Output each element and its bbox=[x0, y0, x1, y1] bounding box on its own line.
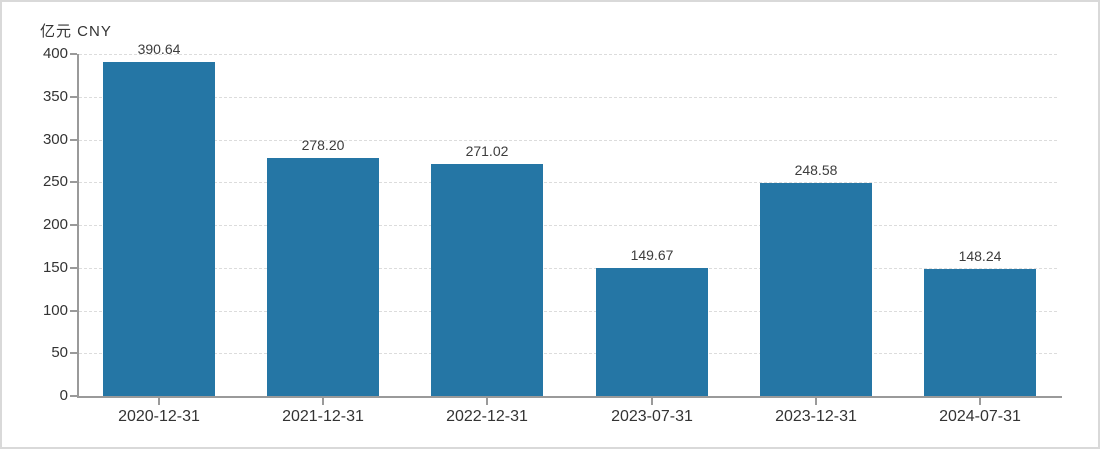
gridline bbox=[79, 310, 1057, 312]
bar-value-label: 149.67 bbox=[630, 247, 674, 264]
bar-value-label: 148.24 bbox=[958, 248, 1002, 265]
y-axis-tick-label: 300 bbox=[42, 130, 68, 148]
bar[interactable] bbox=[924, 269, 1036, 396]
x-axis-category-label: 2023-07-31 bbox=[611, 408, 693, 425]
bar[interactable] bbox=[103, 62, 215, 396]
y-axis-tick bbox=[70, 352, 77, 355]
y-axis-tick-label: 200 bbox=[42, 216, 68, 233]
y-axis-tick bbox=[70, 224, 77, 226]
gridline bbox=[79, 353, 1057, 355]
y-axis-tick-label: 100 bbox=[42, 301, 68, 319]
y-axis-tick-label: 400 bbox=[42, 45, 68, 62]
gridline bbox=[79, 139, 1057, 141]
y-axis-tick bbox=[70, 138, 77, 141]
y-axis-tick bbox=[70, 181, 77, 184]
x-axis-tick bbox=[651, 398, 653, 405]
gridline bbox=[79, 96, 1057, 98]
x-axis-tick bbox=[979, 398, 981, 405]
gridline bbox=[79, 54, 1057, 55]
bar-value-label: 248.58 bbox=[794, 162, 838, 179]
y-axis-tick bbox=[70, 266, 77, 269]
bar[interactable] bbox=[760, 183, 872, 396]
x-axis-tick bbox=[486, 398, 488, 405]
y-axis-tick-label: 150 bbox=[42, 258, 68, 276]
y-axis-tick-label: 50 bbox=[51, 344, 68, 362]
y-axis-tick bbox=[70, 95, 77, 98]
bar-value-label: 278.20 bbox=[301, 137, 345, 154]
y-axis-tick bbox=[70, 309, 77, 312]
x-axis-category-label: 2023-12-31 bbox=[775, 408, 857, 425]
gridline bbox=[79, 267, 1057, 269]
y-axis-tick-label: 250 bbox=[42, 173, 68, 191]
bar[interactable] bbox=[267, 158, 379, 396]
x-axis-category-label: 2020-12-31 bbox=[118, 408, 200, 425]
x-axis-category-label: 2021-12-31 bbox=[282, 408, 364, 425]
y-axis-tick bbox=[70, 53, 77, 55]
bar[interactable] bbox=[596, 268, 708, 396]
gridline bbox=[79, 182, 1057, 184]
y-axis-tick-label: 350 bbox=[42, 87, 68, 105]
bar-value-label: 390.64 bbox=[137, 41, 181, 57]
x-axis-tick bbox=[158, 398, 160, 405]
gridline bbox=[79, 225, 1057, 226]
x-axis-category-label: 2024-07-31 bbox=[939, 408, 1021, 425]
bar[interactable] bbox=[431, 164, 543, 396]
bar-value-label: 271.02 bbox=[465, 143, 509, 160]
y-axis-tick-label: 0 bbox=[59, 387, 68, 404]
y-axis-tick bbox=[70, 395, 77, 397]
x-axis-tick bbox=[322, 398, 324, 405]
y-axis-unit-label: 亿元 CNY bbox=[40, 23, 112, 40]
x-axis-tick bbox=[815, 398, 817, 405]
x-axis-category-label: 2022-12-31 bbox=[446, 408, 528, 425]
y-axis-line bbox=[77, 54, 79, 398]
x-axis-line bbox=[77, 396, 1062, 398]
